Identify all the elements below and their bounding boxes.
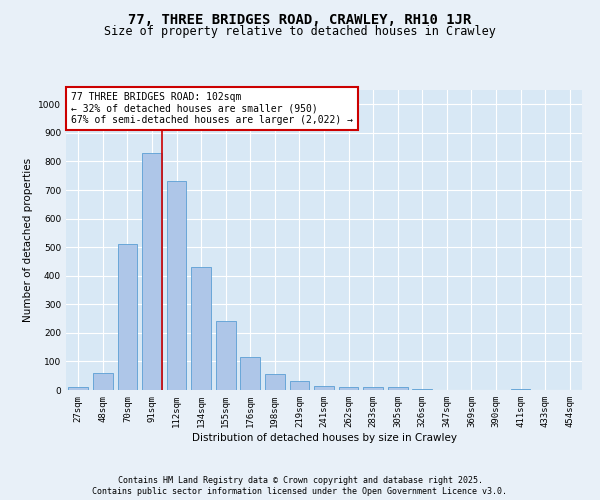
Bar (388, 387, 407, 390)
X-axis label: Distribution of detached houses by size in Crawley: Distribution of detached houses by size … (191, 432, 457, 442)
Bar (412, 388, 432, 390)
Text: 77, THREE BRIDGES ROAD, CRAWLEY, RH10 1JR: 77, THREE BRIDGES ROAD, CRAWLEY, RH10 1J… (128, 12, 472, 26)
Bar (68, 387, 88, 390)
Bar (339, 387, 358, 390)
Bar (216, 322, 236, 390)
Text: 77 THREE BRIDGES ROAD: 102sqm
← 32% of detached houses are smaller (950)
67% of : 77 THREE BRIDGES ROAD: 102sqm ← 32% of d… (71, 92, 353, 124)
Bar (241, 357, 260, 390)
Bar (265, 374, 284, 390)
Bar (290, 382, 309, 390)
Bar (167, 182, 187, 390)
Text: Contains public sector information licensed under the Open Government Licence v3: Contains public sector information licen… (92, 488, 508, 496)
Y-axis label: Number of detached properties: Number of detached properties (23, 158, 32, 322)
Bar (191, 267, 211, 390)
Bar (511, 388, 530, 390)
Text: Size of property relative to detached houses in Crawley: Size of property relative to detached ho… (104, 25, 496, 38)
Bar (142, 153, 162, 390)
Bar (314, 386, 334, 390)
Bar (93, 373, 113, 390)
Bar (364, 387, 383, 390)
Text: Contains HM Land Registry data © Crown copyright and database right 2025.: Contains HM Land Registry data © Crown c… (118, 476, 482, 485)
Bar (118, 244, 137, 390)
